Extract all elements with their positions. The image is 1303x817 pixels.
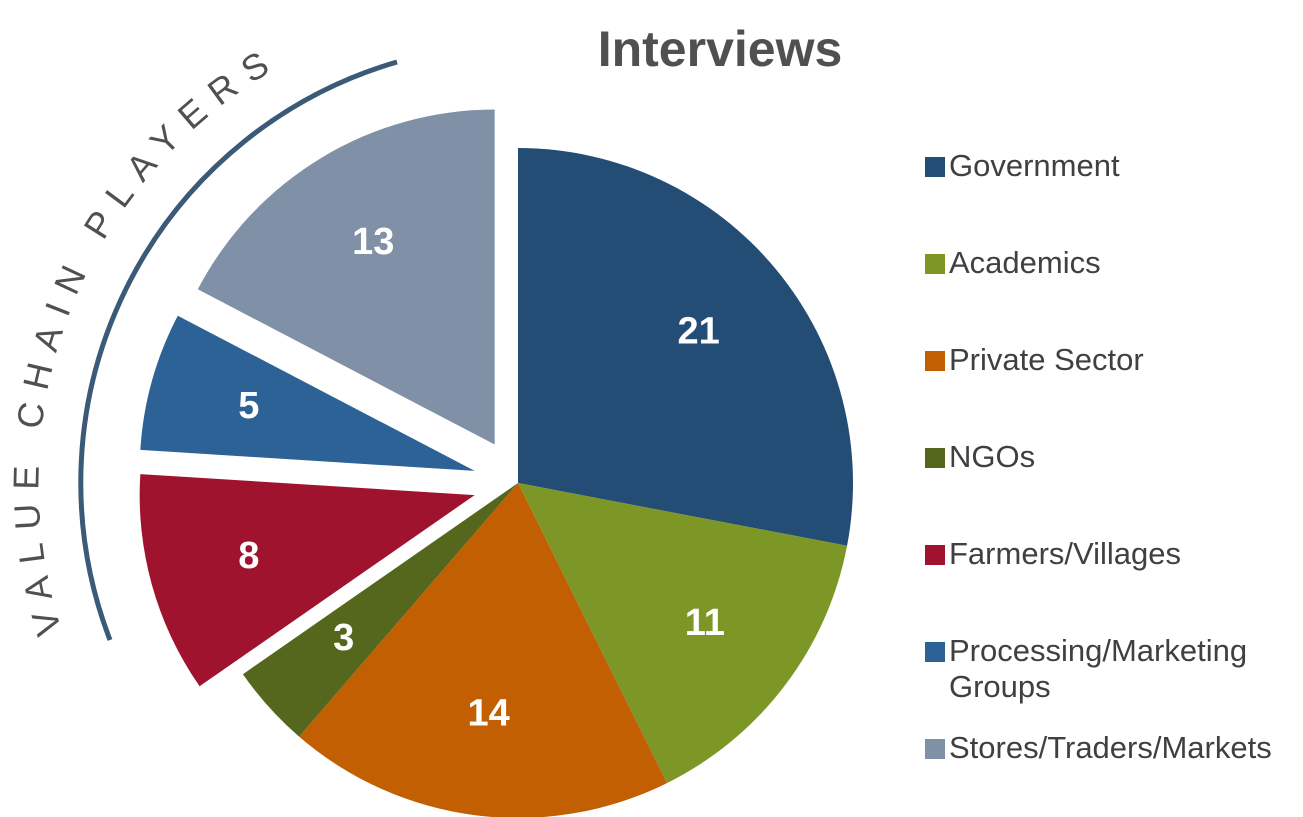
legend-item: Government	[925, 148, 1293, 245]
legend-item: Academics	[925, 245, 1293, 342]
legend-item: NGOs	[925, 439, 1293, 536]
legend-swatch	[925, 448, 945, 468]
pie-slice	[518, 148, 853, 546]
pie-slice	[139, 474, 475, 687]
data-label: 11	[685, 602, 725, 644]
legend-label: Private Sector	[949, 342, 1144, 377]
legend-label: Government	[949, 148, 1120, 183]
pie-slice	[242, 483, 518, 737]
legend-swatch	[925, 739, 945, 759]
pie-slice	[299, 483, 667, 817]
data-label: 21	[678, 311, 720, 353]
pie-slice	[518, 483, 848, 784]
legend: Government Academics Private Sector NGOs Far…	[925, 148, 1293, 817]
data-label: 14	[467, 693, 509, 735]
legend-swatch	[925, 545, 945, 565]
legend-item: Farmers/Villages	[925, 536, 1293, 633]
legend-label: Processing/Marketing Groups	[949, 633, 1248, 704]
legend-item: Processing/Marketing Groups	[925, 633, 1293, 730]
legend-swatch	[925, 351, 945, 371]
data-label: 13	[352, 221, 394, 263]
annotation-arc	[78, 59, 398, 641]
legend-swatch	[925, 157, 945, 177]
legend-item: Stores/Traders/Markets	[925, 730, 1293, 817]
legend-label: Farmers/Villages	[949, 536, 1182, 571]
data-label: 3	[333, 617, 354, 659]
legend-item: Private Sector	[925, 342, 1293, 439]
legend-label: NGOs	[949, 439, 1036, 474]
data-label: 8	[238, 535, 259, 577]
chart-title: Interviews	[598, 21, 843, 77]
pie-slice	[140, 315, 475, 471]
data-label: 5	[238, 385, 259, 427]
legend-swatch	[925, 254, 945, 274]
legend-label: Stores/Traders/Markets	[949, 730, 1272, 765]
pie-slice	[197, 109, 495, 445]
legend-swatch	[925, 642, 945, 662]
legend-label: Academics	[949, 245, 1101, 280]
